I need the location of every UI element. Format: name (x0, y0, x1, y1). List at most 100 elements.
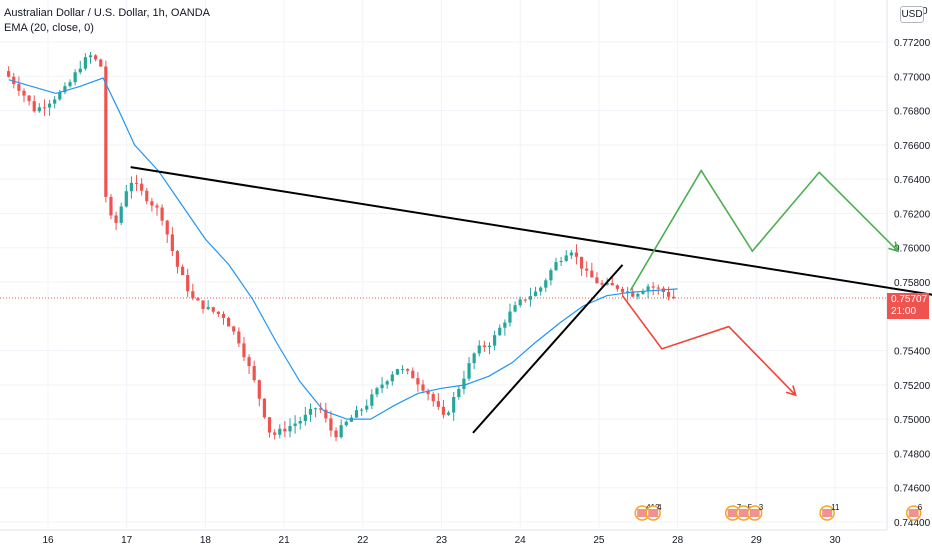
candle-body (441, 406, 446, 415)
candle-body (370, 394, 374, 406)
candle-body (175, 251, 180, 267)
flag-icon (637, 509, 648, 517)
event-count-label: 4 (657, 503, 662, 512)
candle-body (170, 234, 174, 252)
candle-body (462, 378, 466, 389)
candle-body (308, 408, 313, 415)
candle-body (579, 256, 584, 269)
candle-body (641, 291, 645, 294)
candle-body (508, 311, 512, 323)
flag-icon (822, 509, 833, 517)
chart-legend: Australian Dollar / U.S. Dollar, 1h, OAN… (4, 6, 210, 36)
candle-body (27, 95, 31, 102)
candle-body (42, 107, 47, 109)
candle-body (165, 220, 169, 235)
candle-body (262, 398, 267, 418)
candle-body (124, 191, 128, 207)
candle-body (201, 300, 205, 309)
bullish-projection-path (629, 169, 899, 291)
candle-body (518, 299, 522, 306)
candle-body (37, 107, 41, 112)
y-tick-label: 0.75200 (894, 381, 931, 392)
candle-body (196, 298, 200, 301)
candle-body (549, 270, 553, 281)
bullish-projection-path-arrowhead (888, 241, 900, 253)
candle-body (400, 369, 405, 371)
candle-body (180, 266, 185, 275)
x-tick-label: 24 (515, 535, 527, 546)
candle-body (365, 405, 369, 410)
candle-body (109, 196, 113, 216)
candle-body (426, 390, 430, 395)
candle-body (298, 421, 302, 424)
candle-body (600, 283, 604, 285)
candle-body (554, 262, 558, 271)
candle-body (160, 207, 164, 221)
x-tick-label: 17 (121, 535, 133, 546)
candle-body (436, 401, 440, 407)
x-tick-label: 23 (436, 535, 448, 546)
y-tick-label: 0.74800 (894, 449, 931, 460)
candle-body (498, 327, 502, 336)
currency-button[interactable]: USD (900, 6, 924, 23)
candle-body (615, 285, 619, 289)
candle-body (114, 215, 118, 223)
candle-body (651, 286, 655, 288)
candle-body (278, 428, 282, 435)
y-tick-label: 0.75400 (894, 347, 931, 358)
candle-body (482, 345, 486, 347)
candle-body (150, 201, 154, 206)
event-count-label: 11 (831, 503, 840, 512)
descending-resistance-trendline (130, 166, 932, 296)
candle-body (206, 307, 210, 309)
candle-body (293, 423, 297, 427)
candle-body (68, 82, 72, 87)
candle-body (221, 313, 226, 318)
countdown-timer: 21:00 (891, 306, 917, 317)
candle-body (477, 345, 481, 354)
x-tick-label: 16 (42, 535, 54, 546)
candle-body (656, 287, 660, 289)
candle-body (487, 345, 492, 347)
candle-body (533, 291, 538, 297)
candle-body (247, 357, 251, 367)
candle-body (237, 331, 241, 344)
y-tick-label: 0.77200 (894, 38, 931, 49)
y-tick-label: 0.75800 (894, 278, 931, 289)
candle-body (319, 408, 323, 410)
candle-body (22, 90, 26, 96)
candle-body (574, 252, 579, 257)
candle-body (324, 409, 328, 419)
candle-body (411, 370, 415, 379)
candle-body (446, 412, 451, 415)
candle-body (564, 255, 568, 261)
candle-body (569, 252, 573, 256)
candle-body (354, 410, 359, 418)
candle-body (472, 353, 476, 364)
x-tick-label: 30 (829, 535, 841, 546)
flag-icon (727, 509, 738, 517)
candle-body (539, 287, 543, 292)
y-tick-label: 0.77000 (894, 72, 931, 83)
last-price-tag: 0.75707 21:00 (887, 293, 929, 319)
candle-body (211, 307, 215, 312)
candle-body (216, 311, 220, 314)
candle-body (140, 183, 144, 191)
candle-body (7, 71, 11, 77)
symbol-title: Australian Dollar / U.S. Dollar, 1h, OAN… (4, 7, 211, 19)
candle-body (186, 274, 190, 292)
candle-body (620, 288, 625, 293)
y-tick-label: 0.76400 (894, 175, 931, 186)
candle-body (666, 292, 671, 297)
candle-body (303, 414, 307, 422)
candle-body (329, 418, 333, 431)
candle-body (104, 66, 108, 197)
candle-body (595, 277, 599, 284)
flag-icon (648, 509, 659, 517)
candle-body (78, 68, 82, 73)
candle-body (242, 343, 246, 358)
candle-body (273, 432, 277, 435)
candle-body (421, 384, 425, 391)
candle-body (257, 380, 261, 399)
